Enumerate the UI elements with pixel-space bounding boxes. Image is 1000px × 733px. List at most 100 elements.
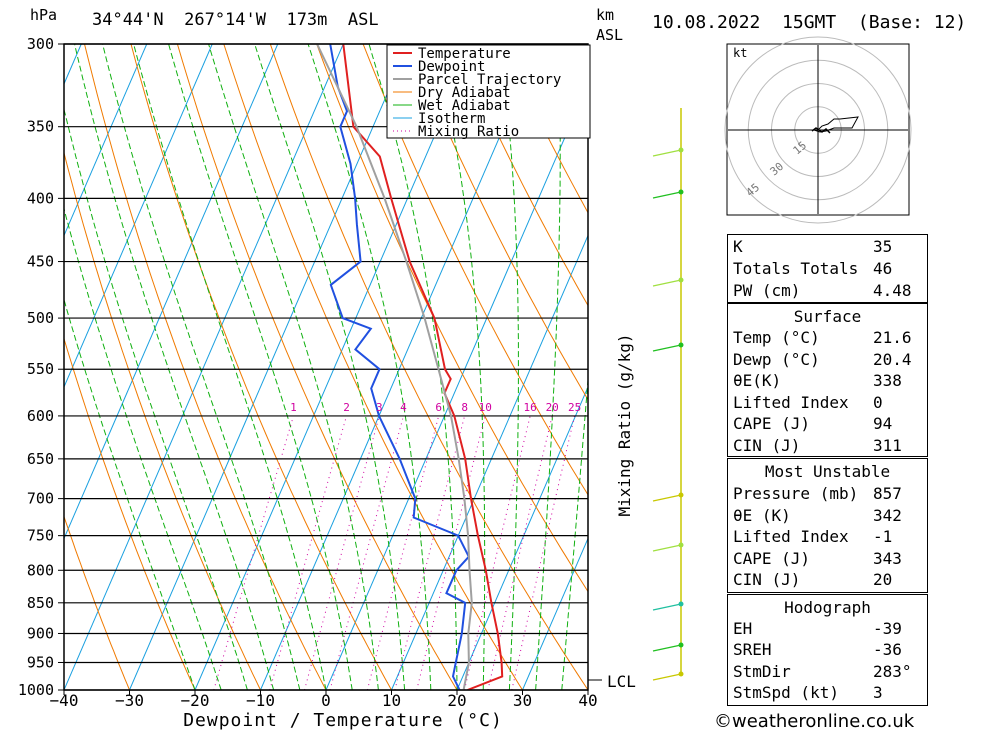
wind-barb — [652, 494, 682, 502]
pressure-tick-label: 900 — [27, 624, 54, 642]
temperature-tick-label: 40 — [578, 691, 597, 710]
surface-dewp-label: Dewp (°C) — [733, 350, 820, 369]
isotherm-line — [64, 44, 148, 237]
wind-barb — [652, 279, 682, 287]
wind-barb — [652, 644, 682, 652]
wet-adiabat-line — [64, 107, 248, 690]
mixing-ratio-label: 25 — [568, 401, 581, 414]
wet-adiabat-line — [535, 44, 561, 690]
temperature-tick-label: 30 — [513, 691, 532, 710]
surface-panel: Surface Temp (°C) 21.6 Dewp (°C) 20.4 θE(K… — [727, 303, 928, 457]
pressure-tick-label: 550 — [27, 360, 54, 378]
stmspd-value: 3 — [873, 683, 883, 702]
pressure-tick-label: 800 — [27, 561, 54, 579]
surface-thetae-value: 338 — [873, 371, 902, 390]
hodograph: kt 15 30 45 — [724, 36, 912, 224]
pressure-tick-label: 450 — [27, 253, 54, 271]
wet-adiabat-line — [254, 44, 406, 690]
hodograph-panel: Hodograph EH -39 SREH -36 StmDir 283° StmSp… — [727, 594, 928, 706]
surface-li-label: Lifted Index — [733, 393, 849, 412]
stmdir-value: 283° — [873, 662, 912, 681]
pressure-tick-label: 1000 — [18, 681, 54, 699]
temperature-tick-label: −40 — [50, 691, 79, 710]
indices-panel: K 35 Totals Totals 46 PW (cm) 4.48 — [727, 234, 928, 303]
pressure-tick-label: 400 — [27, 189, 54, 207]
mixing-ratio-label: 16 — [524, 401, 537, 414]
hpa-label: hPa — [30, 6, 58, 24]
dry-adiabat-line — [362, 44, 588, 496]
isotherm-line — [64, 44, 279, 540]
wind-barb — [652, 344, 682, 352]
dry-adiabat-line — [967, 44, 1000, 690]
legend-mixing-ratio: Mixing Ratio — [418, 124, 519, 140]
legend-temperature: Temperature — [418, 46, 511, 62]
isotherm-line — [522, 537, 588, 690]
isotherm-line — [194, 44, 475, 690]
mixing-ratio-line — [366, 415, 440, 690]
wet-adiabat-line — [368, 44, 458, 690]
hodograph-trace-lower — [811, 127, 831, 134]
most-unstable-title: Most Unstable — [764, 462, 891, 481]
location-title: 34°44'N 267°14'W 173m ASL — [92, 10, 379, 30]
temperature-tick-label: 10 — [382, 691, 401, 710]
wind-barb — [652, 149, 682, 157]
plot-frame — [63, 43, 589, 691]
surface-dewp-value: 20.4 — [873, 350, 912, 369]
mixing-ratio-label: 6 — [435, 401, 442, 414]
mu-cape-label: CAPE (J) — [733, 549, 811, 568]
mixing-ratio-axis-title: Mixing Ratio (g/kg) — [615, 333, 634, 516]
wet-adiabat-line — [307, 44, 432, 690]
surface-cape-label: CAPE (J) — [733, 414, 811, 433]
surface-temp-value: 21.6 — [873, 328, 912, 347]
isotherm-line — [64, 44, 344, 690]
pressure-tick-label: 600 — [27, 407, 54, 425]
credit-link[interactable]: ©weatheronline.co.uk — [714, 711, 915, 732]
mixing-ratio-label: 2 — [343, 401, 350, 414]
totals-value: 46 — [873, 259, 893, 278]
pressure-tick-label: 700 — [27, 490, 54, 508]
legend-wet-adiabat: Wet Adiabat — [418, 98, 511, 114]
surface-cin-value: 311 — [873, 436, 902, 455]
mixing-ratio-label: 20 — [546, 401, 559, 414]
isotherm-line — [129, 44, 410, 690]
isotherm-line — [325, 82, 588, 690]
pressure-tick-label: 500 — [27, 309, 54, 327]
wet-adiabat-line — [561, 374, 588, 690]
eh-label: EH — [733, 619, 753, 638]
pressure-tick-label: 950 — [27, 653, 54, 671]
wet-adiabat-line — [499, 44, 519, 690]
dry-adiabat-line — [176, 44, 458, 690]
mixing-ratio-label: 1 — [290, 401, 297, 414]
pw-label: PW (cm) — [733, 281, 801, 300]
pressure-tick-label: 850 — [27, 594, 54, 612]
legend-dry-adiabat: Dry Adiabat — [418, 85, 511, 101]
mixing-ratio-line — [269, 415, 347, 690]
surface-cape-value: 94 — [873, 414, 893, 433]
legend-isotherm: Isotherm — [418, 111, 485, 127]
pressure-tick-label: 300 — [27, 35, 54, 53]
temperature-curve — [342, 44, 504, 690]
legend-dewpoint: Dewpoint — [418, 59, 485, 75]
mu-li-value: -1 — [873, 527, 893, 546]
mu-cin-value: 20 — [873, 570, 893, 589]
dry-adiabat-line — [269, 44, 588, 690]
surface-title: Surface — [793, 307, 862, 326]
surface-li-value: 0 — [873, 393, 883, 412]
temperature-tick-label: 20 — [447, 691, 466, 710]
wind-barb — [652, 544, 682, 552]
datetime-title: 10.08.2022 15GMT (Base: 12) — [652, 12, 967, 33]
mu-thetae-value: 342 — [873, 506, 902, 525]
pressure-tick-label: 650 — [27, 450, 54, 468]
mixing-ratio-label: 3 — [376, 401, 383, 414]
pressure-tick-label: 750 — [27, 527, 54, 545]
dry-adiabat-line — [84, 44, 327, 690]
totals-label: Totals Totals — [733, 259, 859, 278]
isotherm-line — [0, 44, 16, 690]
most-unstable-panel: Most Unstable Pressure (mb) 857 θE (K) 342… — [727, 458, 928, 593]
hodograph-ring — [724, 36, 912, 224]
mixing-ratio-label: 4 — [400, 401, 407, 414]
hodograph-unit: kt — [733, 46, 747, 60]
wet-adiabat-line — [102, 44, 301, 690]
wind-barb — [652, 673, 682, 681]
